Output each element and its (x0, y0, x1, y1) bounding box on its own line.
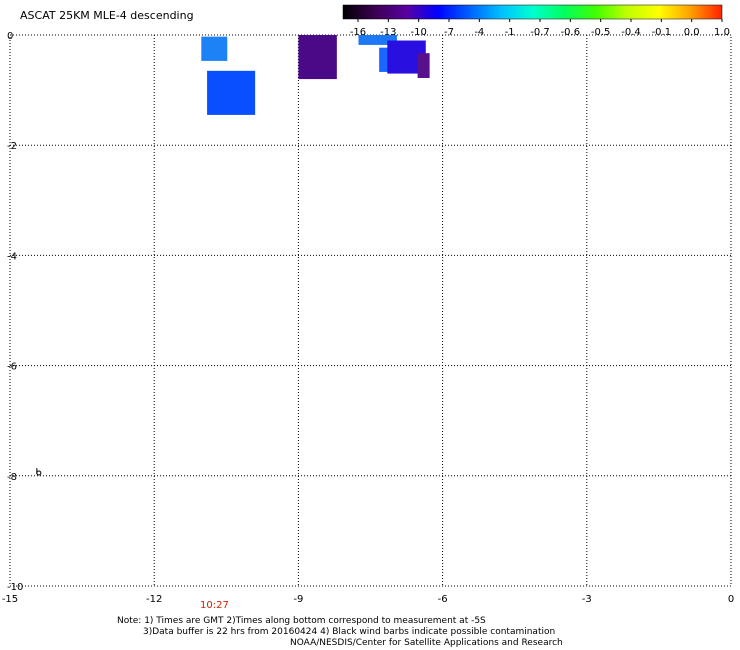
wind-cell (358, 35, 397, 45)
wind-cells (201, 35, 430, 115)
x-tick-label: -3 (582, 594, 592, 605)
map-grid (9, 34, 732, 587)
plot-frame (9, 34, 732, 587)
colorbar-label: -0.4 (621, 27, 641, 38)
y-tick-label: -8 (7, 472, 17, 483)
map-title: ASCAT 25KM MLE-4 descending (20, 9, 194, 22)
y-tick-label: -4 (7, 251, 17, 262)
time-label: 10:27 (200, 600, 229, 611)
colorbar-label: -0.7 (530, 27, 550, 38)
note-line-2: 3)Data buffer is 22 hrs from 20160424 4)… (143, 627, 556, 637)
colorbar-label: 0.0 (684, 27, 700, 38)
wind-cell (207, 70, 256, 115)
colorbar-label: 1.0 (714, 27, 730, 38)
colorbar: -16 -13 -10 -7 -4 -1 -0.7 -0.6 -0.5 -0.4 -0.1 0.0 1.… (342, 4, 730, 38)
x-tick-label: -9 (293, 594, 303, 605)
wind-barbs (36, 468, 42, 476)
x-tick-label: -6 (438, 594, 448, 605)
wind-barb-marker (36, 470, 42, 476)
axis-ticks: -15 -12 -9 -6 -3 0 0 -2 -4 -6 -8 -10 (2, 31, 734, 605)
wind-cell (298, 35, 337, 80)
y-tick-label: -6 (7, 362, 17, 373)
wind-cell (201, 36, 228, 61)
colorbar-label: -16 (350, 27, 366, 38)
colorbar-label: -7 (444, 27, 454, 38)
note-line-1: Note: 1) Times are GMT 2)Times along bot… (117, 616, 486, 626)
wind-cell (417, 53, 430, 78)
x-tick-label: -15 (2, 594, 18, 605)
y-tick-label: -10 (7, 582, 23, 593)
colorbar-gradient (342, 4, 723, 20)
y-tick-label: -2 (7, 141, 17, 152)
colorbar-label: -0.6 (561, 27, 581, 38)
colorbar-label: -10 (410, 27, 426, 38)
colorbar-label: -13 (380, 27, 396, 38)
colorbar-label: -0.5 (591, 27, 611, 38)
colorbar-label: -4 (474, 27, 484, 38)
x-tick-label: 0 (728, 594, 734, 605)
colorbar-label: -1 (505, 27, 515, 38)
note-line-3: NOAA/NESDIS/Center for Satellite Applica… (290, 638, 563, 648)
y-tick-label: 0 (7, 31, 13, 42)
colorbar-label: -0.1 (652, 27, 672, 38)
x-tick-label: -12 (146, 594, 162, 605)
